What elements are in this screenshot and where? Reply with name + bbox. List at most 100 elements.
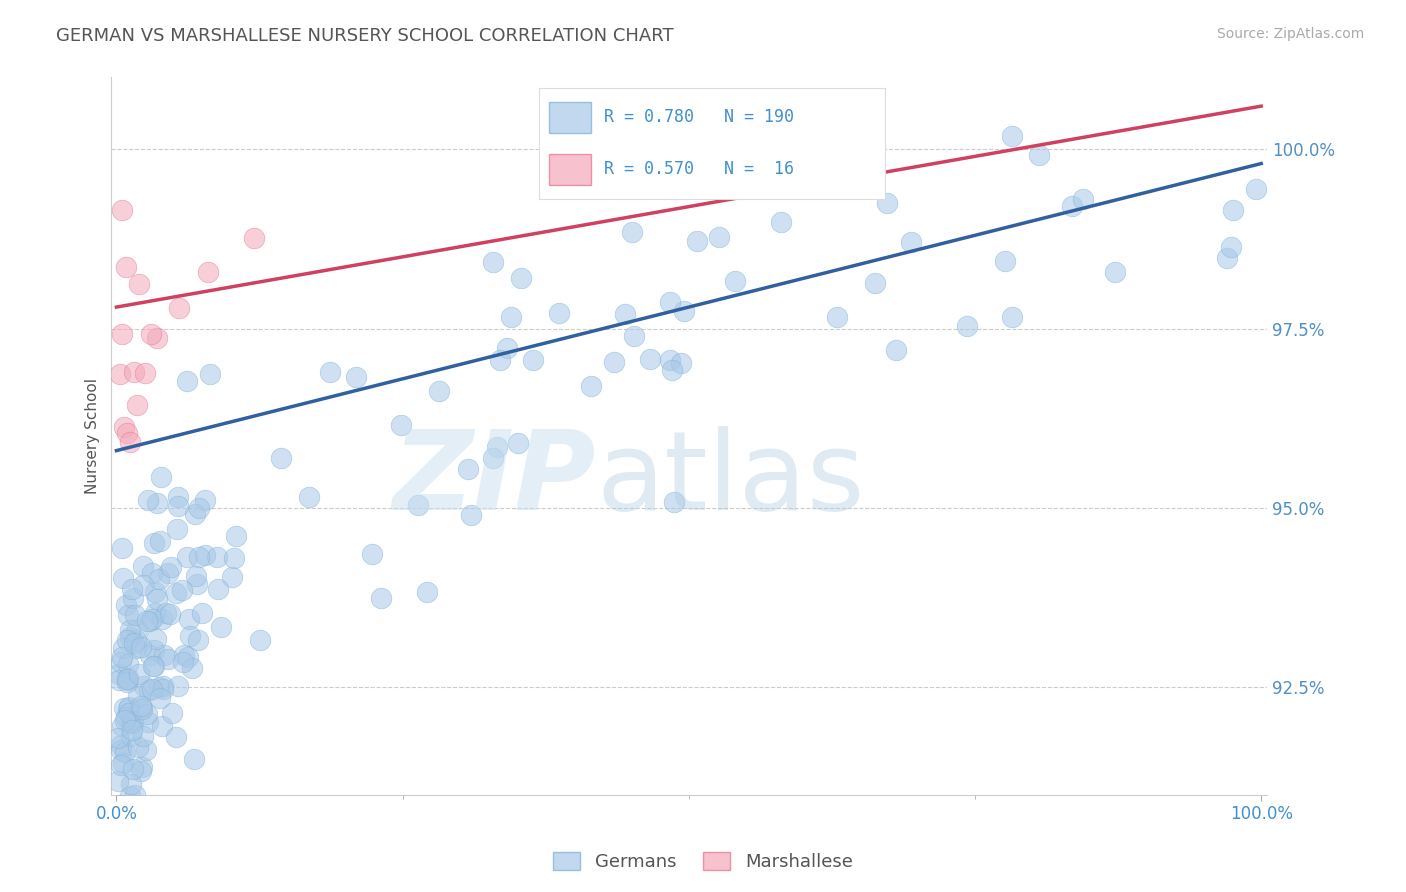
Point: [157, 651, 180, 665]
Point: [111, 824, 134, 838]
Point: [148, 572, 170, 586]
Point: [460, 508, 482, 522]
Point: [115, 674, 138, 689]
Point: [118, 706, 141, 720]
Point: [122, 636, 145, 650]
Point: [152, 679, 174, 693]
Legend: Germans, Marshallese: Germans, Marshallese: [546, 845, 860, 879]
Point: [640, 351, 662, 366]
Point: [150, 719, 173, 733]
Point: [121, 591, 143, 605]
Text: atlas: atlas: [596, 425, 865, 533]
Point: [183, 507, 205, 521]
Point: [159, 607, 181, 622]
Point: [1001, 128, 1024, 143]
Point: [579, 378, 602, 392]
Point: [270, 450, 292, 465]
Point: [224, 550, 246, 565]
Point: [191, 606, 214, 620]
Point: [662, 495, 685, 509]
Point: [117, 608, 139, 623]
Point: [125, 622, 148, 636]
Point: [114, 260, 136, 275]
Point: [141, 566, 163, 580]
Point: [179, 629, 201, 643]
Point: [143, 659, 166, 673]
Point: [132, 559, 155, 574]
Point: [183, 752, 205, 766]
Point: [118, 789, 141, 804]
Point: [1215, 251, 1237, 265]
Point: [134, 366, 156, 380]
Point: [139, 614, 162, 628]
Point: [658, 295, 681, 310]
Point: [124, 788, 146, 802]
Point: [225, 528, 247, 542]
Point: [621, 225, 644, 239]
Point: [107, 774, 129, 789]
Point: [167, 499, 190, 513]
Point: [955, 319, 977, 334]
Point: [112, 571, 135, 585]
Point: [176, 374, 198, 388]
Point: [114, 713, 136, 727]
Point: [900, 235, 922, 250]
Point: [142, 536, 165, 550]
Point: [120, 730, 142, 744]
Y-axis label: Nursery School: Nursery School: [86, 378, 100, 494]
Point: [221, 570, 243, 584]
Point: [165, 585, 187, 599]
Point: [416, 585, 439, 599]
Point: [1071, 192, 1094, 206]
Point: [884, 343, 907, 358]
Point: [509, 270, 531, 285]
Point: [111, 641, 134, 656]
Point: [138, 648, 160, 662]
Point: [145, 495, 167, 509]
Point: [548, 306, 571, 320]
Point: [485, 440, 508, 454]
Point: [623, 329, 645, 343]
Point: [187, 549, 209, 564]
Point: [148, 534, 170, 549]
Point: [135, 707, 157, 722]
Point: [391, 418, 413, 433]
Point: [1244, 181, 1267, 195]
Point: [115, 426, 138, 441]
Point: [114, 420, 136, 434]
Point: [169, 301, 191, 315]
Point: [128, 277, 150, 292]
Point: [669, 356, 692, 370]
Point: [197, 265, 219, 279]
Point: [495, 341, 517, 355]
Point: [724, 274, 747, 288]
Point: [166, 523, 188, 537]
Point: [187, 632, 209, 647]
Point: [427, 384, 450, 399]
Point: [134, 679, 156, 693]
Point: [200, 368, 222, 382]
Point: [131, 702, 153, 716]
Point: [110, 742, 132, 756]
Point: [142, 659, 165, 673]
Point: [170, 583, 193, 598]
Point: [117, 702, 139, 716]
Point: [108, 673, 131, 688]
Point: [129, 764, 152, 778]
Text: ZIP: ZIP: [392, 425, 596, 533]
Point: [114, 745, 136, 759]
Point: [205, 549, 228, 564]
Point: [153, 648, 176, 662]
Point: [148, 680, 170, 694]
Point: [121, 714, 143, 728]
Point: [128, 667, 150, 681]
Point: [121, 723, 143, 738]
Point: [344, 369, 367, 384]
Point: [152, 681, 174, 696]
Point: [118, 623, 141, 637]
Point: [108, 367, 131, 381]
Point: [136, 715, 159, 730]
Point: [482, 451, 505, 466]
Point: [160, 559, 183, 574]
Point: [124, 608, 146, 623]
